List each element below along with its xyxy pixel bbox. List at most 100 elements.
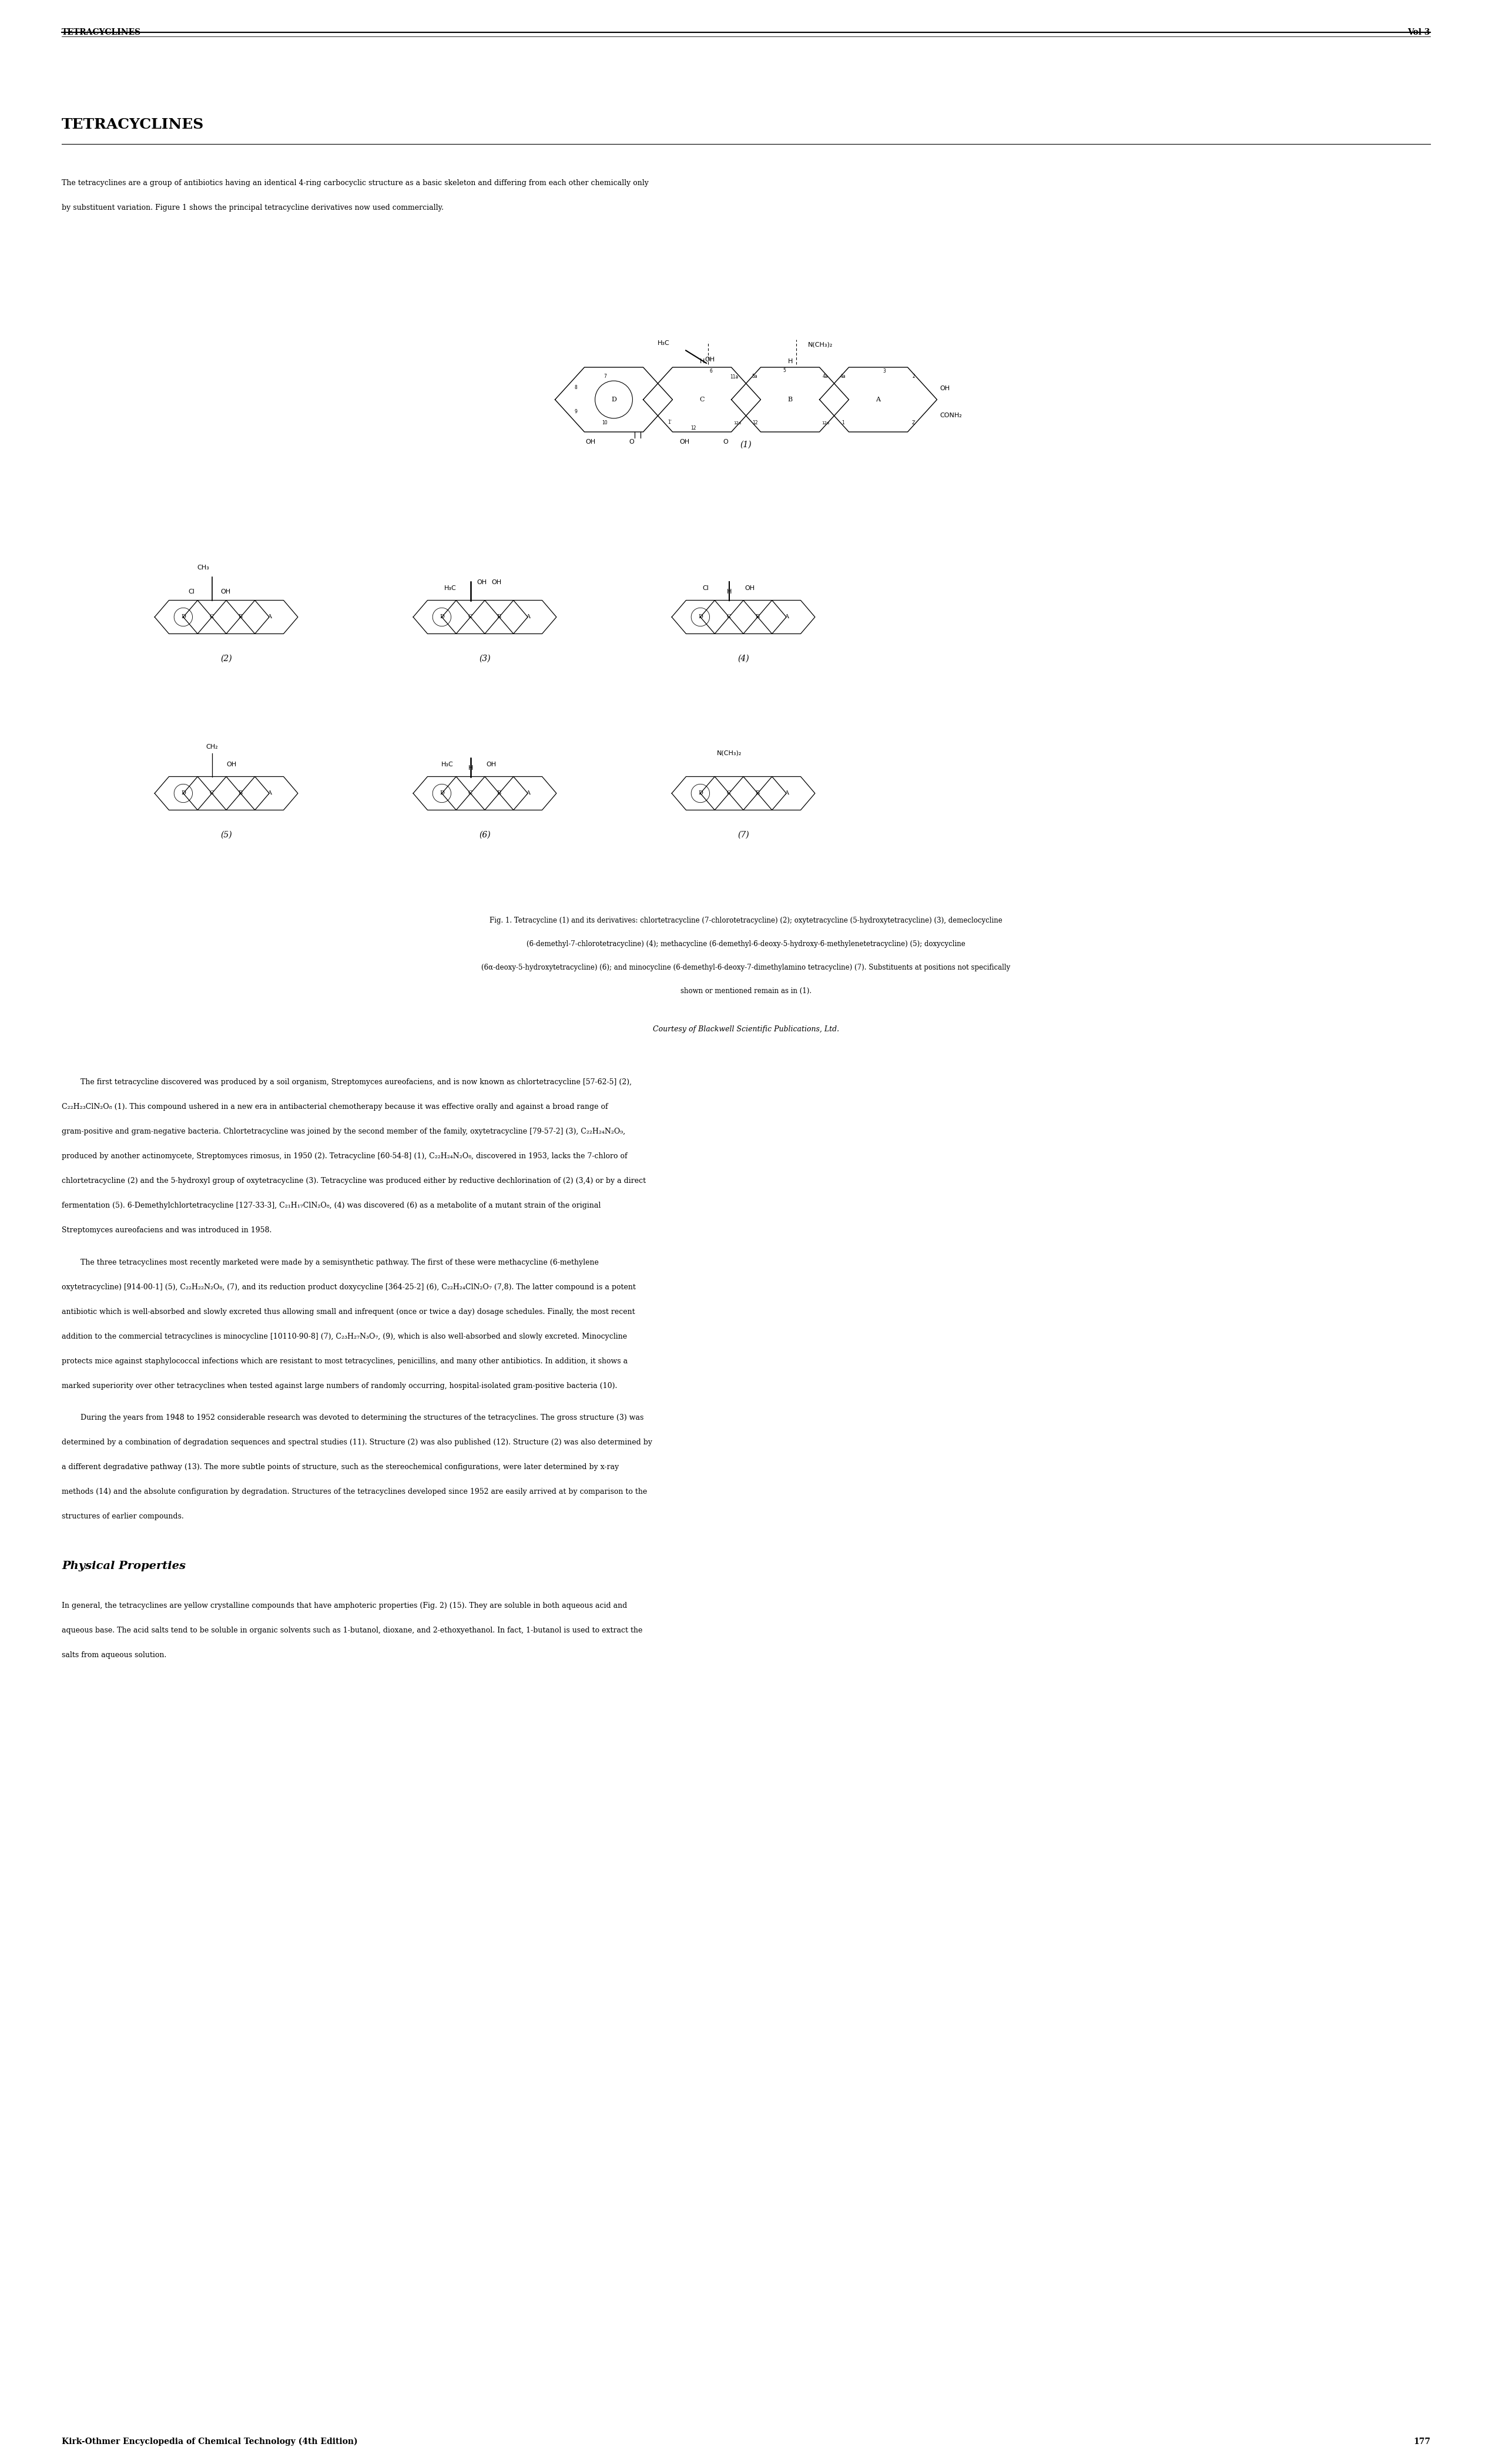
Text: (4): (4) xyxy=(737,655,749,663)
Text: A: A xyxy=(267,614,272,618)
Text: 1': 1' xyxy=(667,419,671,424)
Text: O: O xyxy=(722,439,728,446)
Text: CONH₂: CONH₂ xyxy=(940,414,962,419)
Text: A: A xyxy=(525,614,530,618)
Text: The tetracyclines are a group of antibiotics having an identical 4-ring carbocyc: The tetracyclines are a group of antibio… xyxy=(61,180,649,187)
Text: (7): (7) xyxy=(737,830,749,838)
Text: Kirk-Othmer Encyclopedia of Chemical Technology (4th Edition): Kirk-Othmer Encyclopedia of Chemical Tec… xyxy=(61,2437,358,2447)
Text: 177: 177 xyxy=(1413,2437,1431,2447)
Text: fermentation (5). 6-Demethylchlortetracycline [127-33-3], C₂₁H₁₇ClN₂O₈, (4) was : fermentation (5). 6-Demethylchlortetracy… xyxy=(61,1202,601,1210)
Text: D: D xyxy=(612,397,616,402)
Text: B: B xyxy=(497,791,501,796)
Text: TETRACYCLINES: TETRACYCLINES xyxy=(61,27,142,37)
Text: TETRACYCLINES: TETRACYCLINES xyxy=(61,118,204,131)
Text: H₃C: H₃C xyxy=(658,340,670,347)
Text: The three tetracyclines most recently marketed were made by a semisynthetic path: The three tetracyclines most recently ma… xyxy=(61,1259,598,1266)
Text: 6: 6 xyxy=(709,370,712,375)
Text: OH: OH xyxy=(679,439,689,446)
Text: B: B xyxy=(755,614,759,618)
Text: O: O xyxy=(628,439,634,446)
Text: B: B xyxy=(755,791,759,796)
Text: D: D xyxy=(698,614,703,618)
Text: 12: 12 xyxy=(752,421,758,426)
Text: Vol 3: Vol 3 xyxy=(1407,27,1431,37)
Text: OH: OH xyxy=(940,384,950,392)
Text: 11a: 11a xyxy=(730,375,739,379)
Text: (6-demethyl-7-chlorotetracycline) (4); methacycline (6-demethyl-6-deoxy-5-hydrox: (6-demethyl-7-chlorotetracycline) (4); m… xyxy=(527,941,965,949)
Text: H: H xyxy=(727,589,731,594)
Text: shown or mentioned remain as in (1).: shown or mentioned remain as in (1). xyxy=(680,988,812,995)
Text: B: B xyxy=(788,397,792,402)
Text: (2): (2) xyxy=(221,655,231,663)
Text: D: D xyxy=(181,614,185,618)
Text: gram-positive and gram-negative bacteria. Chlortetracycline was joined by the se: gram-positive and gram-negative bacteria… xyxy=(61,1129,625,1136)
Text: CH₂: CH₂ xyxy=(206,744,218,749)
Text: 3: 3 xyxy=(883,370,886,375)
Text: D: D xyxy=(440,614,445,618)
Text: (5): (5) xyxy=(221,830,231,838)
Text: produced by another actinomycete, Streptomyces rimosus, in 1950 (2). Tetracyclin: produced by another actinomycete, Strept… xyxy=(61,1153,627,1161)
Text: 8: 8 xyxy=(574,384,577,389)
Text: 5a: 5a xyxy=(752,375,758,379)
Text: addition to the commercial tetracyclines is minocycline [10110-90-8] (7), C₂₃H₂₇: addition to the commercial tetracyclines… xyxy=(61,1333,627,1340)
Text: D: D xyxy=(440,791,445,796)
Text: During the years from 1948 to 1952 considerable research was devoted to determin: During the years from 1948 to 1952 consi… xyxy=(61,1414,643,1422)
Text: C: C xyxy=(468,614,473,618)
Text: salts from aqueous solution.: salts from aqueous solution. xyxy=(61,1651,167,1658)
Text: H: H xyxy=(788,357,794,365)
Text: (6α-deoxy-5-hydroxytetracycline) (6); and minocycline (6-demethyl-6-deoxy-7-dime: (6α-deoxy-5-hydroxytetracycline) (6); an… xyxy=(482,963,1010,971)
Text: 7: 7 xyxy=(604,375,606,379)
Text: protects mice against staphylococcal infections which are resistant to most tetr: protects mice against staphylococcal inf… xyxy=(61,1358,628,1365)
Text: 1: 1 xyxy=(841,421,844,426)
Text: 4a: 4a xyxy=(822,375,828,379)
Text: OH: OH xyxy=(221,589,231,594)
Text: B: B xyxy=(497,614,501,618)
Text: In general, the tetracyclines are yellow crystalline compounds that have amphote: In general, the tetracyclines are yellow… xyxy=(61,1602,627,1609)
Text: marked superiority over other tetracyclines when tested against large numbers of: marked superiority over other tetracycli… xyxy=(61,1382,618,1390)
Text: OH: OH xyxy=(491,579,501,586)
Text: Cl: Cl xyxy=(703,586,709,591)
Text: Streptomyces aureofaciens and was introduced in 1958.: Streptomyces aureofaciens and was introd… xyxy=(61,1227,272,1234)
Text: 2': 2' xyxy=(912,421,916,426)
Text: C: C xyxy=(468,791,473,796)
Text: OH: OH xyxy=(477,579,486,586)
Text: 5: 5 xyxy=(783,367,786,372)
Text: H₃C: H₃C xyxy=(445,586,457,591)
Text: D: D xyxy=(181,791,185,796)
Text: CH₃: CH₃ xyxy=(197,564,209,572)
Text: C: C xyxy=(210,791,213,796)
Text: chlortetracycline (2) and the 5-hydroxyl group of oxytetracycline (3). Tetracycl: chlortetracycline (2) and the 5-hydroxyl… xyxy=(61,1178,646,1185)
Text: (1): (1) xyxy=(740,441,752,448)
Text: H₃C: H₃C xyxy=(442,761,454,769)
Text: C₂₂H₂₃ClN₂O₈ (1). This compound ushered in a new era in antibacterial chemothera: C₂₂H₂₃ClN₂O₈ (1). This compound ushered … xyxy=(61,1104,607,1111)
Text: 12a: 12a xyxy=(734,421,742,424)
Text: determined by a combination of degradation sequences and spectral studies (11). : determined by a combination of degradati… xyxy=(61,1439,652,1446)
Text: B: B xyxy=(239,614,243,618)
Text: C: C xyxy=(727,791,731,796)
Text: (6): (6) xyxy=(479,830,491,838)
Text: methods (14) and the absolute configuration by degradation. Structures of the te: methods (14) and the absolute configurat… xyxy=(61,1488,648,1496)
Text: 10: 10 xyxy=(603,421,607,426)
Text: a different degradative pathway (13). The more subtle points of structure, such : a different degradative pathway (13). Th… xyxy=(61,1464,619,1471)
Text: N(CH₃)₂: N(CH₃)₂ xyxy=(716,749,742,756)
Text: 2: 2 xyxy=(912,375,915,379)
Text: by substituent variation. Figure 1 shows the principal tetracycline derivatives : by substituent variation. Figure 1 shows… xyxy=(61,205,443,212)
Text: 9: 9 xyxy=(574,409,577,414)
Text: (3): (3) xyxy=(479,655,491,663)
Text: The first tetracycline discovered was produced by a soil organism, Streptomyces : The first tetracycline discovered was pr… xyxy=(61,1079,631,1087)
Text: C: C xyxy=(700,397,704,402)
Text: H: H xyxy=(468,764,473,771)
Text: A: A xyxy=(525,791,530,796)
Text: Physical Properties: Physical Properties xyxy=(61,1560,185,1572)
Text: 12a: 12a xyxy=(822,421,830,424)
Text: C: C xyxy=(727,614,731,618)
Text: OH: OH xyxy=(227,761,236,769)
Text: D: D xyxy=(698,791,703,796)
Text: oxytetracycline) [914-00-1] (5), C₂₂H₂₂N₂O₈, (7), and its reduction product doxy: oxytetracycline) [914-00-1] (5), C₂₂H₂₂N… xyxy=(61,1284,636,1291)
Text: antibiotic which is well-absorbed and slowly excreted thus allowing small and in: antibiotic which is well-absorbed and sl… xyxy=(61,1308,636,1316)
Text: A: A xyxy=(267,791,272,796)
Text: 12: 12 xyxy=(691,426,695,431)
Text: Courtesy of Blackwell Scientific Publications, Ltd.: Courtesy of Blackwell Scientific Publica… xyxy=(653,1025,839,1032)
Text: B: B xyxy=(239,791,243,796)
Text: A: A xyxy=(785,791,788,796)
